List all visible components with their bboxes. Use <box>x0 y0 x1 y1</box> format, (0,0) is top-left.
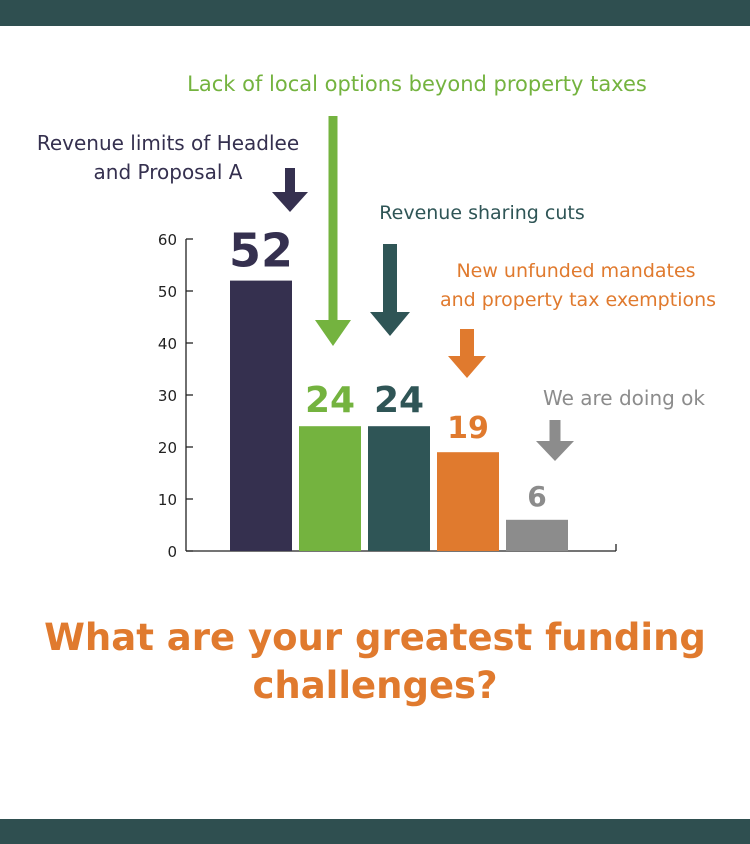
y-tick-label: 20 <box>158 439 177 457</box>
y-tick-label: 40 <box>158 335 177 353</box>
bar-4 <box>437 452 499 551</box>
bar-2 <box>299 426 361 551</box>
bottom-band <box>0 819 750 844</box>
annotation-doing-ok: We are doing ok <box>543 386 705 410</box>
bar-3 <box>368 426 430 551</box>
arrow-local-options <box>315 116 351 346</box>
value-label-2: 24 <box>305 380 355 421</box>
value-label-1: 52 <box>229 224 293 278</box>
annotation-mandates-line-1: New unfunded mandates <box>456 260 695 282</box>
bar-5 <box>506 519 568 551</box>
value-label-4: 19 <box>447 411 489 446</box>
value-label-5: 6 <box>527 480 546 513</box>
y-tick-label: 10 <box>158 491 177 509</box>
annotation-revenue-sharing: Revenue sharing cuts <box>379 202 584 224</box>
y-tick-label: 60 <box>158 231 177 249</box>
annotation-local-options: Lack of local options beyond property ta… <box>187 72 647 96</box>
arrow-mandates <box>448 329 486 378</box>
y-tick-label: 0 <box>167 543 177 561</box>
annotation-mandates-line-2: and property tax exemptions <box>440 289 716 311</box>
arrow-revenue-sharing <box>370 244 410 336</box>
value-label-3: 24 <box>374 380 424 421</box>
bar-1 <box>230 280 292 551</box>
annotation-headlee-line-1: Revenue limits of Headlee <box>37 131 299 155</box>
y-tick-label: 50 <box>158 283 177 301</box>
top-band <box>0 0 750 26</box>
arrow-headlee <box>272 168 308 212</box>
bar-chart: 0 10 20 30 40 50 60 52 24 24 19 6 Revenue limits of … <box>37 72 716 561</box>
y-tick-label: 30 <box>158 387 177 405</box>
arrow-doing-ok <box>536 420 574 461</box>
chart-title: What are your greatest funding challenge… <box>44 616 706 707</box>
annotation-headlee-line-2: and Proposal A <box>94 160 243 184</box>
